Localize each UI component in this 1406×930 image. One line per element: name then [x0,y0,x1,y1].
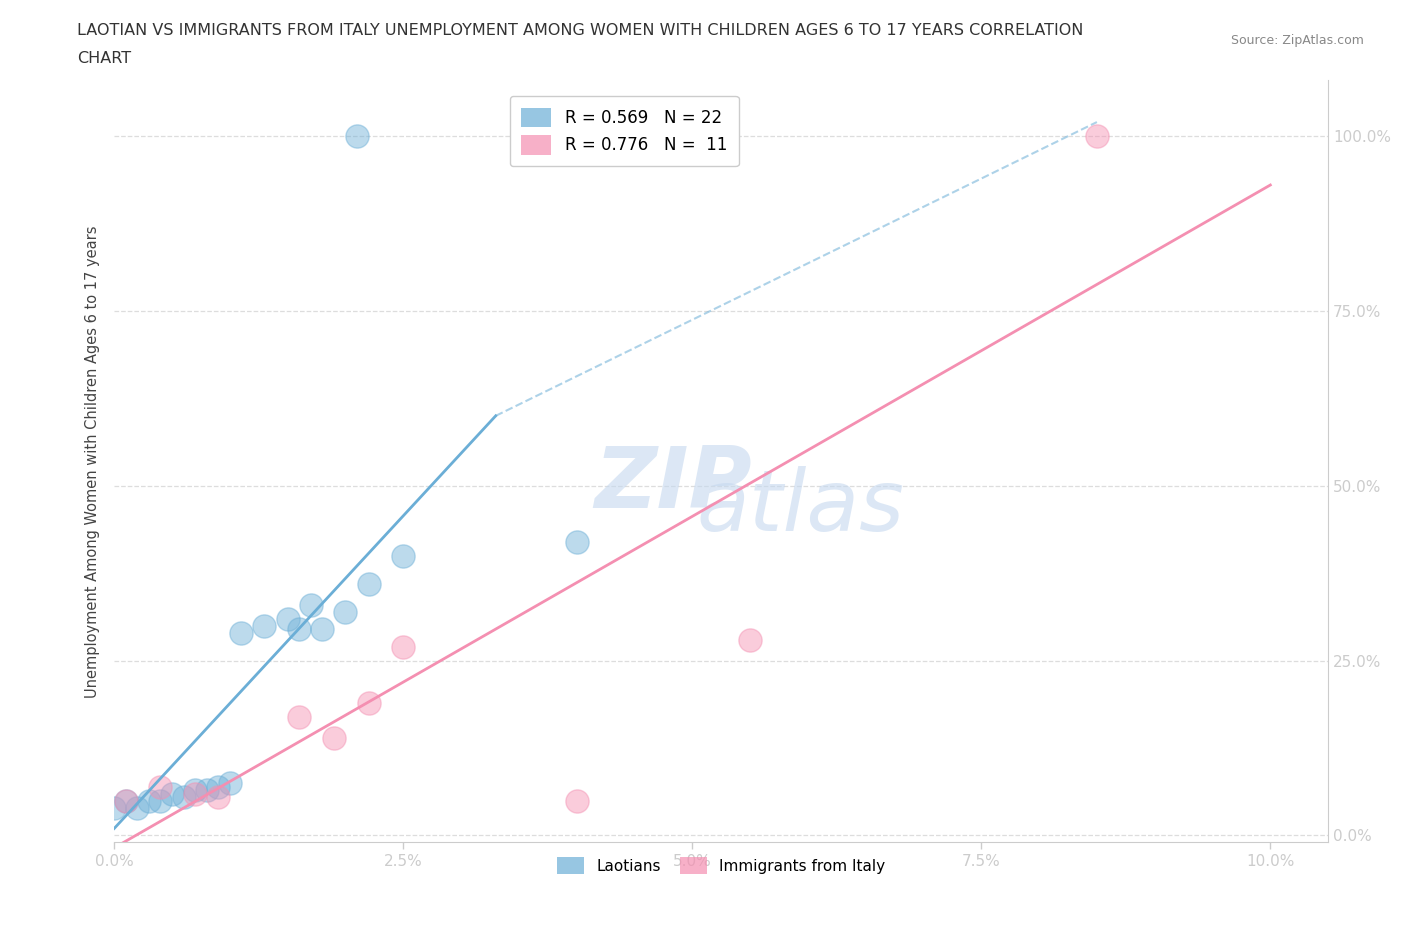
Point [288,710,311,724]
Point [322,730,344,745]
Point [114,793,136,808]
Point [184,786,207,801]
Point [207,779,229,794]
Point [218,776,240,790]
Point [253,618,276,633]
Point [288,622,311,637]
Point [357,695,380,710]
Text: Source: ZipAtlas.com: Source: ZipAtlas.com [1230,34,1364,47]
Point [738,632,761,647]
Text: CHART: CHART [77,51,131,66]
Point [392,549,415,564]
Point [114,793,136,808]
Point [346,128,368,143]
Point [231,625,253,640]
Point [299,597,322,612]
Legend: Laotians, Immigrants from Italy: Laotians, Immigrants from Italy [551,851,891,881]
Point [207,790,229,804]
Point [1085,128,1108,143]
Point [184,782,207,797]
Point [160,786,183,801]
Point [195,782,218,797]
Text: ZIP: ZIP [593,443,751,525]
Point [173,790,195,804]
Point [149,779,172,794]
Point [335,604,357,619]
Point [357,577,380,591]
Point [392,639,415,654]
Point [138,793,160,808]
Point [277,611,299,626]
Point [565,534,588,549]
Text: LAOTIAN VS IMMIGRANTS FROM ITALY UNEMPLOYMENT AMONG WOMEN WITH CHILDREN AGES 6 T: LAOTIAN VS IMMIGRANTS FROM ITALY UNEMPLO… [77,23,1084,38]
Point [311,622,333,637]
Point [565,793,588,808]
Point [149,793,172,808]
Y-axis label: Unemployment Among Women with Children Ages 6 to 17 years: Unemployment Among Women with Children A… [86,225,100,698]
Point [127,800,149,815]
Point [103,800,125,815]
Text: atlas: atlas [696,466,904,549]
